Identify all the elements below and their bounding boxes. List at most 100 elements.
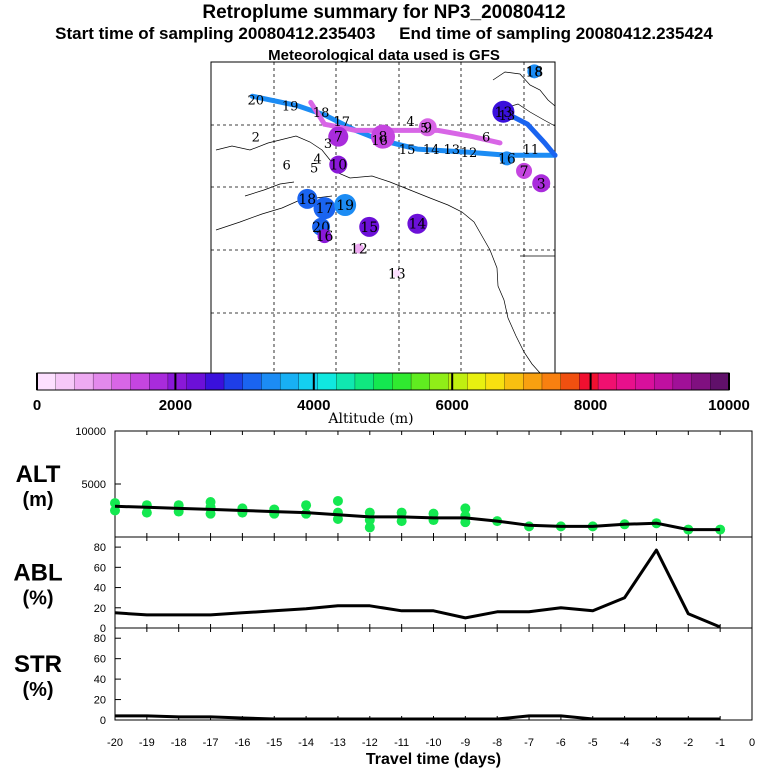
plume-centroid-dot <box>418 118 437 137</box>
trajectory-path <box>500 109 558 158</box>
altitude-scatter-point <box>332 495 343 506</box>
trajectory-day-label: 4 <box>406 115 414 130</box>
colorbar-cell <box>242 372 263 391</box>
plume-centroid-dot <box>334 194 357 217</box>
trajectory-day-label: 14 <box>423 143 440 158</box>
trajectory-day-label: 5 <box>310 162 318 177</box>
colorbar-cell <box>149 372 169 391</box>
trajectory-day-label: 18 <box>313 106 330 121</box>
x-tick-label: 0 <box>749 737 755 749</box>
trajectory-day-label: 11 <box>523 143 540 158</box>
y-tick-label: 40 <box>94 674 106 686</box>
plume-centroid-dot <box>371 124 395 149</box>
colorbar-cell <box>336 372 356 391</box>
plume-day-label: 17 <box>316 201 334 217</box>
trajectory-day-label: 16 <box>371 134 388 149</box>
colorbar-cell <box>672 372 693 391</box>
trajectory-day-label: 3 <box>324 137 332 152</box>
colorbar-cell <box>55 372 76 391</box>
x-tick-label: -16 <box>234 737 250 749</box>
trajectory-day-label: 6 <box>283 159 291 174</box>
y-tick-label: 10000 <box>75 426 106 438</box>
plume-centroid-dot <box>317 229 332 244</box>
colorbar-tick-label: 10000 <box>708 397 750 414</box>
panel-title: ALT <box>16 461 61 488</box>
altitude-scatter-point <box>110 505 120 516</box>
trajectory-day-label: 20 <box>247 93 264 108</box>
trajectory-day-label: 19 <box>282 100 299 115</box>
colorbar-tick-label: 2000 <box>159 397 192 414</box>
plume-day-label: 8 <box>379 130 388 146</box>
y-tick-label: 40 <box>94 583 106 595</box>
altitude-scatter-point <box>205 497 216 508</box>
x-tick-label: -6 <box>556 737 566 749</box>
panel-unit: (%) <box>22 679 53 701</box>
altitude-scatter-point <box>364 507 375 518</box>
plume-day-label: 14 <box>408 217 426 233</box>
colorbar-cell <box>654 372 674 391</box>
x-tick-label: -19 <box>139 737 155 749</box>
colorbar-cell <box>579 372 599 391</box>
plume-centroid-dot <box>492 100 515 123</box>
colorbar-cell <box>560 372 581 391</box>
plume-day-label: 18 <box>298 192 316 208</box>
x-tick-label: -9 <box>460 737 470 749</box>
plume-centroid-dot <box>359 216 380 237</box>
trajectory-day-label: 17 <box>333 115 350 130</box>
plume-day-label: 10 <box>329 158 347 174</box>
y-tick-label: 20 <box>94 695 106 707</box>
colorbar-cell <box>261 372 281 391</box>
colorbar-cell <box>373 372 394 391</box>
series-line <box>114 504 721 532</box>
plume-centroid-dot <box>392 269 401 278</box>
plume-centroid-dot <box>328 126 349 147</box>
x-tick-label: -10 <box>426 737 442 749</box>
plume-day-label: 12 <box>350 242 368 258</box>
trajectory-day-label: 12 <box>461 146 478 161</box>
plume-day-label: 9 <box>423 120 432 136</box>
colorbar-cell <box>710 372 730 391</box>
plume-centroid-dot <box>313 197 336 220</box>
trajectory-day-label: 13 <box>499 109 516 124</box>
altitude-scatter-point <box>396 507 407 518</box>
abl-panel: 80 60 40 20 0 ABL(%) <box>13 536 753 635</box>
x-tick-label: -2 <box>683 737 693 749</box>
colorbar-cell <box>616 372 637 391</box>
x-tick-label: -11 <box>394 737 409 749</box>
altitude-scatter-point <box>332 513 343 524</box>
y-tick-label: 60 <box>94 562 106 574</box>
colorbar: 0 2000 4000 6000 8000 10000 Altitude (m) <box>33 372 750 427</box>
x-tick-label: -1 <box>715 737 725 749</box>
y-tick-label: 80 <box>94 633 106 645</box>
plume-centroid-dot <box>329 155 348 174</box>
altitude-scatter-point <box>205 508 216 519</box>
altitude-scatter-point <box>460 517 471 528</box>
map-grid <box>211 62 555 373</box>
trajectory-day-label: 13 <box>444 143 461 158</box>
colorbar-cell <box>167 372 188 391</box>
x-tick-label: -13 <box>330 737 346 749</box>
altitude-scatter-point <box>715 524 726 535</box>
alt-panel: 10000 5000 ALT(m) <box>16 426 753 538</box>
x-tick-label: -5 <box>588 737 598 749</box>
x-tick-label: -18 <box>171 737 187 749</box>
y-tick-label: 20 <box>94 603 106 615</box>
y-tick-label: 5000 <box>82 479 106 491</box>
met-data-note: Meteorological data used is GFS <box>268 47 500 64</box>
trajectory-day-label: 6 <box>482 131 490 146</box>
colorbar-cell <box>504 372 524 391</box>
trajectory-day-label: 5 <box>420 121 428 136</box>
colorbar-tick-label: 8000 <box>574 397 607 414</box>
x-tick-label: -4 <box>620 737 630 749</box>
trajectory-path <box>308 99 503 146</box>
colorbar-cell <box>429 372 450 391</box>
x-tick-label: -15 <box>266 737 282 749</box>
y-tick-label: 60 <box>94 654 106 666</box>
plume-centroid-dot <box>353 243 364 254</box>
colorbar-cell <box>354 372 375 391</box>
plume-day-label: 18 <box>525 64 543 80</box>
plume-centroid-dot <box>499 151 514 166</box>
